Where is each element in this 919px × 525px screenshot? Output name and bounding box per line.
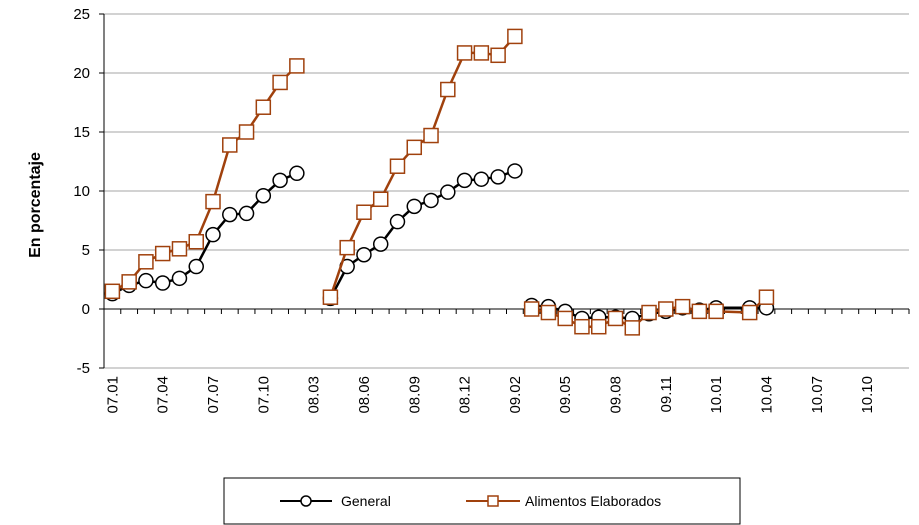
data-point	[456, 172, 473, 189]
data-point	[188, 258, 204, 275]
data-point	[440, 81, 456, 98]
data-point	[507, 163, 523, 179]
data-point	[557, 310, 573, 327]
x-tick-label: 08.03	[306, 376, 323, 414]
x-tick-label: 10.07	[809, 376, 826, 414]
data-point	[758, 289, 775, 305]
x-tick-label: 08.12	[457, 376, 474, 414]
data-point	[205, 226, 221, 243]
series-alimentos-elaborados	[104, 28, 775, 336]
data-point	[356, 246, 372, 263]
x-tick-label: 09.02	[507, 376, 524, 414]
y-tick-label: 25	[73, 6, 90, 23]
data-point	[691, 303, 708, 320]
x-tick-label: 07.07	[205, 376, 222, 414]
data-point	[490, 47, 506, 64]
data-point	[641, 304, 657, 321]
x-tick-label: 10.01	[708, 376, 725, 414]
data-point	[741, 304, 758, 321]
gridlines	[104, 13, 909, 369]
x-tick-label: 08.06	[356, 376, 373, 414]
data-point	[238, 124, 255, 140]
data-point	[440, 184, 456, 200]
series-line	[329, 169, 516, 299]
data-point	[154, 245, 171, 262]
data-point	[205, 193, 221, 210]
data-point	[171, 241, 188, 257]
data-point	[473, 171, 490, 187]
data-point	[372, 191, 389, 208]
data-point	[154, 275, 171, 291]
data-point	[272, 172, 288, 189]
legend-label: General	[341, 493, 391, 509]
legend-marker	[487, 495, 499, 507]
legend-marker	[300, 495, 312, 507]
series-group	[104, 28, 775, 336]
data-point	[322, 289, 339, 305]
x-tick-label: 09.11	[658, 376, 675, 412]
data-point	[104, 283, 121, 300]
data-point	[339, 239, 355, 256]
legend-label: Alimentos Elaborados	[525, 493, 661, 509]
data-point	[222, 137, 238, 153]
data-point	[674, 298, 691, 315]
data-point	[624, 320, 641, 336]
data-point	[658, 301, 674, 317]
x-tick-label: 07.01	[104, 376, 121, 414]
data-point	[473, 45, 490, 61]
data-point	[389, 158, 406, 174]
axes	[99, 13, 910, 369]
data-point	[607, 310, 624, 327]
data-point	[708, 303, 724, 320]
data-point	[356, 204, 372, 220]
data-point	[255, 99, 272, 115]
data-point	[406, 198, 423, 215]
x-tick-label: 09.05	[557, 376, 574, 414]
x-tick-labels: 07.01 07.04 07.07 07.10 08.03 08.06 08.09 08.12…	[104, 376, 876, 414]
series-general	[104, 163, 775, 327]
data-point	[389, 213, 406, 230]
data-point	[138, 254, 154, 270]
data-point	[255, 187, 272, 204]
data-point	[138, 272, 154, 289]
y-tick-label: 10	[73, 183, 90, 200]
x-tick-label: 10.04	[758, 376, 775, 414]
x-tick-label: 10.10	[859, 376, 876, 414]
data-point	[289, 58, 305, 74]
y-tick-labels: -5 0 5 10 15 20 25	[73, 6, 90, 377]
data-point	[222, 206, 238, 223]
data-point	[507, 28, 523, 45]
data-point	[523, 301, 540, 317]
data-point	[289, 165, 305, 182]
y-tick-label: 15	[73, 124, 90, 141]
data-point	[423, 192, 439, 209]
data-point	[188, 233, 204, 250]
y-tick-label: -5	[77, 360, 90, 377]
data-point	[540, 304, 557, 321]
data-point	[590, 318, 607, 335]
data-point	[238, 205, 255, 222]
data-point	[171, 270, 188, 287]
data-point	[423, 127, 439, 144]
y-tick-label: 20	[73, 65, 90, 82]
legend-items: General Alimentos Elaborados	[280, 493, 661, 509]
data-point	[372, 236, 389, 252]
x-tick-label: 08.09	[406, 376, 423, 414]
y-tick-label: 0	[82, 301, 90, 318]
y-tick-label: 5	[82, 242, 90, 259]
data-point	[490, 169, 506, 185]
data-point	[121, 274, 137, 290]
data-point	[272, 74, 288, 91]
y-axis-label: En porcentaje	[27, 152, 44, 258]
data-point	[456, 45, 473, 61]
legend: General Alimentos Elaborados	[223, 477, 741, 525]
data-point	[406, 139, 423, 156]
data-point	[574, 318, 590, 335]
x-tick-label: 07.04	[155, 376, 172, 414]
x-tick-label: 07.10	[255, 376, 272, 414]
x-tick-label: 09.08	[608, 376, 625, 414]
